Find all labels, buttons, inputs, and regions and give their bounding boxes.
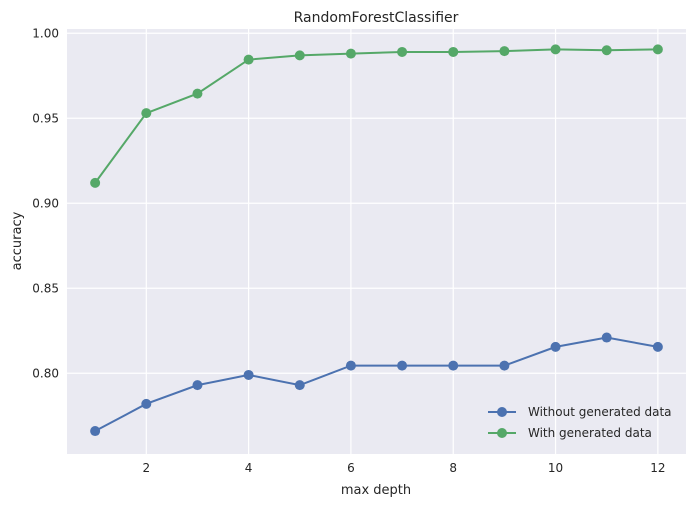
x-tick-label: 4 [245,461,253,475]
data-point [550,44,561,55]
data-point [652,341,663,352]
data-point [397,360,408,371]
y-tick-label: 0.85 [32,281,59,295]
data-point [448,360,459,371]
legend-marker [497,428,507,438]
data-point [243,369,254,380]
legend-item: With generated data [488,426,652,440]
data-point [499,360,510,371]
data-point [243,54,254,65]
x-axis-label: max depth [341,483,411,498]
grid [67,29,686,454]
x-tick-label: 12 [650,461,665,475]
series-0 [90,332,663,437]
data-point [550,341,561,352]
legend-label: With generated data [528,426,652,440]
series-layer [90,44,663,437]
legend-item: Without generated data [488,405,672,419]
data-point [345,48,356,59]
data-point [294,50,305,61]
data-point [448,46,459,57]
data-point [141,398,152,409]
data-point [90,177,101,188]
y-tick-label: 0.95 [32,111,59,125]
data-point [90,426,101,437]
y-tick-label: 0.80 [32,366,59,380]
legend-marker [497,407,507,417]
series-line [94,336,659,432]
y-axis-label: accuracy [10,211,25,270]
y-tick-label: 1.00 [32,26,59,40]
data-point [294,380,305,391]
chart-title: RandomForestClassifier [294,10,459,26]
data-point [601,332,612,343]
x-axis: 2 4 6 8 10 12 [142,461,665,475]
data-point [192,88,203,99]
y-axis: 0.80 0.85 0.90 0.95 1.00 [32,26,59,380]
series-1 [90,44,663,188]
plot-background [67,29,686,454]
data-point [141,108,152,119]
data-point [397,46,408,57]
y-tick-label: 0.90 [32,196,59,210]
data-point [652,44,663,55]
series-line [94,48,658,184]
data-point [499,46,510,57]
data-point [601,45,612,56]
data-point [192,380,203,391]
legend: Without generated data With generated dat… [488,405,672,440]
x-tick-label: 8 [449,461,457,475]
x-tick-label: 2 [142,461,150,475]
x-tick-label: 6 [347,461,355,475]
data-point [345,360,356,371]
legend-label: Without generated data [528,405,672,419]
x-tick-label: 10 [548,461,563,475]
